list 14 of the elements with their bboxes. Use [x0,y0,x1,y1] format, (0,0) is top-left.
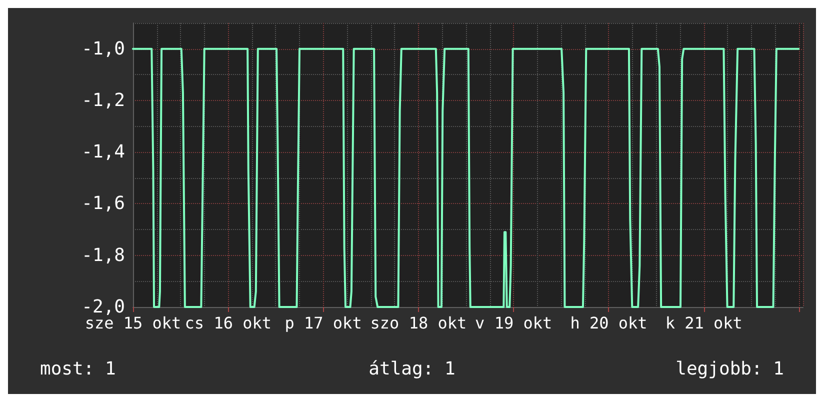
y-tick-label: -1,6 [82,193,125,214]
text: most: 1 [40,358,116,380]
x-tick-label: h 20 okt [570,314,648,332]
y-tick-label: -1,4 [82,142,125,163]
x-tick-label: v 19 okt [475,314,552,332]
text: átlag: 1 [368,358,456,380]
y-tick-label: -1,2 [82,90,125,111]
x-tick-label: p 17 okt [284,314,362,332]
y-tick-label: -1,0 [82,38,125,60]
x-tick-label: cs 16 okt [184,314,272,332]
x-tick-label: k 21 okt [665,314,742,332]
text: legjobb: 1 [676,358,784,380]
y-tick-label: -1,8 [82,244,125,266]
x-tick-label: szo 18 okt [370,314,467,332]
